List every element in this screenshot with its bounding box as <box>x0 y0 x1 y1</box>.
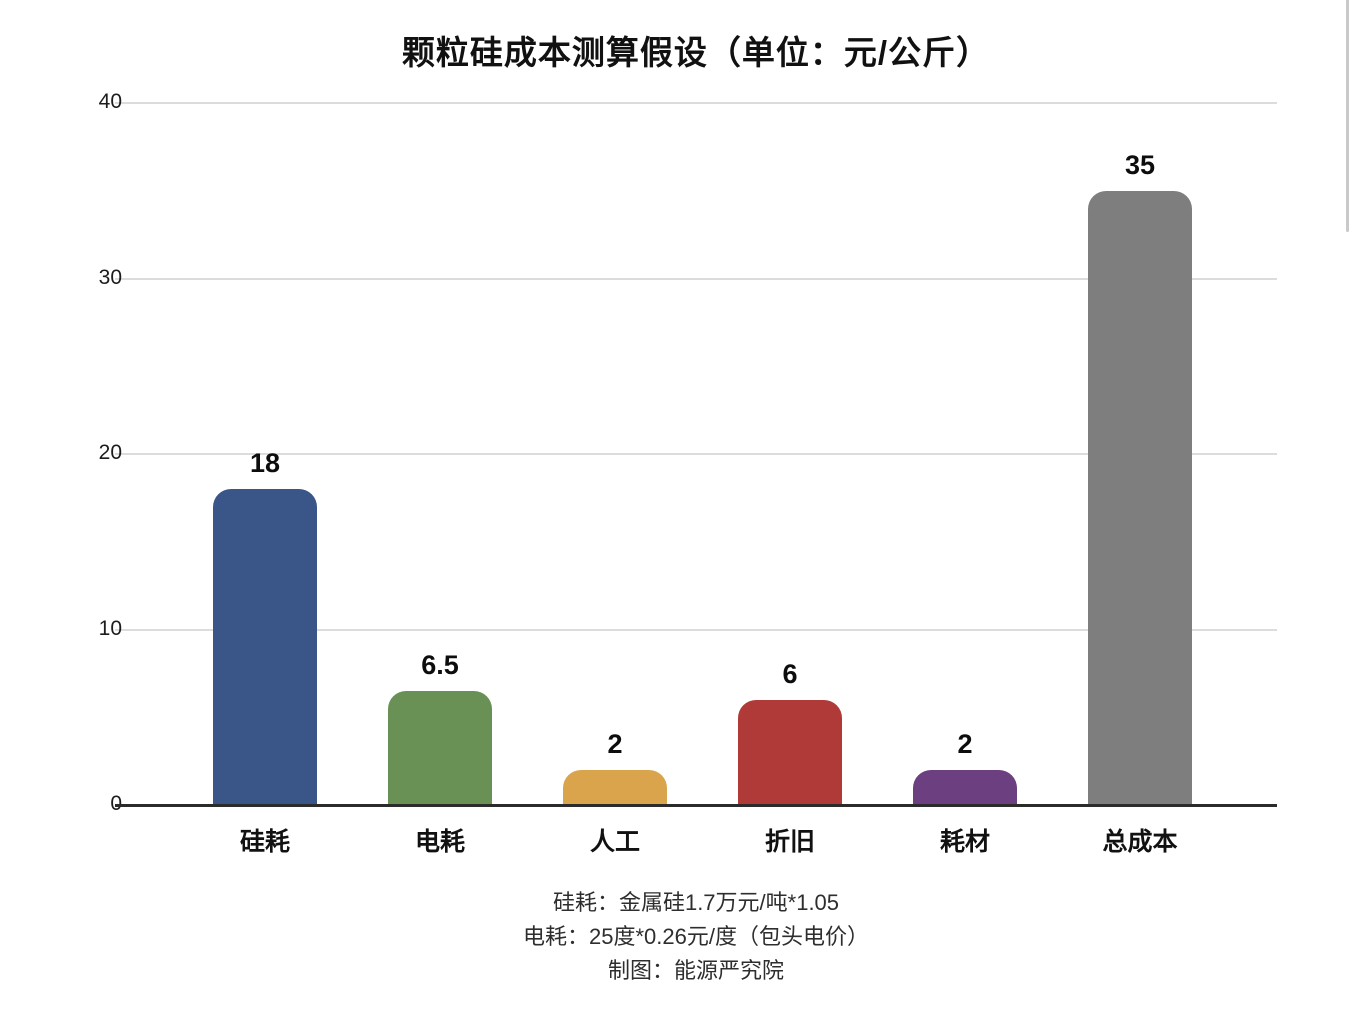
footnote-credit: 制图：能源严究院 <box>607 958 784 983</box>
x-axis-label: 硅耗 <box>239 828 290 856</box>
vertical-scrollbar-thumb[interactable] <box>1346 0 1349 232</box>
x-axis-line <box>115 804 1277 807</box>
x-axis-label: 电耗 <box>414 828 465 856</box>
bar-2 <box>563 769 667 805</box>
bar-4 <box>913 769 1017 805</box>
bar-value-label: 18 <box>249 448 281 479</box>
footnote-silicon-consumption: 硅耗：金属硅1.7万元/吨*1.05 <box>552 890 840 915</box>
gridline <box>115 277 1277 280</box>
x-axis-label: 人工 <box>589 828 640 856</box>
x-axis-label: 耗材 <box>939 828 990 856</box>
gridline <box>115 453 1277 455</box>
x-axis-label: 总成本 <box>1102 828 1178 856</box>
y-tick-label: 0 <box>62 792 122 816</box>
bar-3 <box>738 699 842 805</box>
bar-value-label: 6 <box>782 658 798 689</box>
chart-footnotes: 硅耗：金属硅1.7万元/吨*1.05 电耗：25度*0.26元/度（包头电价） … <box>115 886 1277 988</box>
bar-5 <box>1088 190 1192 805</box>
chart-title: 颗粒硅成本测算假设（单位：元/公斤） <box>401 34 991 71</box>
bar-value-label: 6.5 <box>421 649 459 680</box>
bar-value-label: 2 <box>607 728 623 759</box>
x-axis-label: 折旧 <box>764 828 815 856</box>
y-tick-label: 40 <box>98 90 122 113</box>
bar-0 <box>213 489 317 805</box>
y-tick-label: 20 <box>98 441 122 464</box>
bar-value-label: 2 <box>957 728 973 759</box>
bar-1 <box>388 690 492 805</box>
gridline <box>115 102 1277 104</box>
gridline <box>115 628 1277 631</box>
footnote-electricity-consumption: 电耗：25度*0.26元/度（包头电价） <box>523 924 869 949</box>
y-tick-label: 10 <box>98 616 122 640</box>
bar-value-label: 35 <box>1124 149 1156 180</box>
y-tick-label: 30 <box>98 265 122 289</box>
